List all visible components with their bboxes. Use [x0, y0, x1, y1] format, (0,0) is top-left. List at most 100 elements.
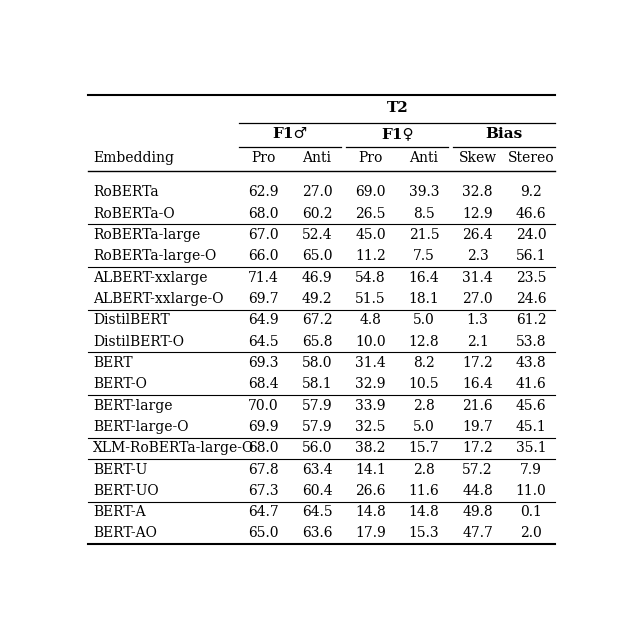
Text: 1.3: 1.3: [467, 313, 489, 327]
Text: 62.9: 62.9: [248, 185, 279, 200]
Text: 66.0: 66.0: [248, 249, 279, 263]
Text: 49.8: 49.8: [462, 505, 493, 519]
Text: BERT-large-O: BERT-large-O: [93, 420, 188, 434]
Text: 67.2: 67.2: [301, 313, 332, 327]
Text: Anti: Anti: [303, 151, 332, 165]
Text: 18.1: 18.1: [409, 292, 440, 306]
Text: 21.6: 21.6: [462, 399, 493, 413]
Text: 32.8: 32.8: [462, 185, 493, 200]
Text: 57.9: 57.9: [301, 420, 332, 434]
Text: 26.5: 26.5: [355, 207, 386, 221]
Text: 17.2: 17.2: [462, 356, 493, 370]
Text: 69.0: 69.0: [355, 185, 386, 200]
Text: 64.5: 64.5: [248, 335, 279, 348]
Text: 21.5: 21.5: [409, 228, 440, 242]
Text: 68.4: 68.4: [248, 377, 279, 391]
Text: 2.8: 2.8: [413, 399, 435, 413]
Text: BERT-large: BERT-large: [93, 399, 173, 413]
Text: 27.0: 27.0: [462, 292, 493, 306]
Text: 14.8: 14.8: [355, 505, 386, 519]
Text: 26.6: 26.6: [355, 484, 386, 498]
Text: 46.9: 46.9: [301, 270, 332, 285]
Text: 12.9: 12.9: [462, 207, 493, 221]
Text: 16.4: 16.4: [409, 270, 440, 285]
Text: RoBERTa-O: RoBERTa-O: [93, 207, 175, 221]
Text: 14.1: 14.1: [355, 462, 386, 477]
Text: 2.8: 2.8: [413, 462, 435, 477]
Text: BERT: BERT: [93, 356, 133, 370]
Text: 70.0: 70.0: [248, 399, 279, 413]
Text: 17.9: 17.9: [355, 527, 386, 540]
Text: 23.5: 23.5: [516, 270, 546, 285]
Text: 56.0: 56.0: [301, 441, 332, 455]
Text: 53.8: 53.8: [516, 335, 546, 348]
Text: RoBERTa: RoBERTa: [93, 185, 159, 200]
Text: Bias: Bias: [485, 127, 523, 141]
Text: 10.0: 10.0: [355, 335, 386, 348]
Text: 11.0: 11.0: [516, 484, 546, 498]
Text: 11.6: 11.6: [409, 484, 440, 498]
Text: 32.5: 32.5: [355, 420, 386, 434]
Text: 12.8: 12.8: [409, 335, 440, 348]
Text: 60.4: 60.4: [301, 484, 332, 498]
Text: 31.4: 31.4: [355, 356, 386, 370]
Text: 16.4: 16.4: [462, 377, 493, 391]
Text: 39.3: 39.3: [409, 185, 440, 200]
Text: T2: T2: [386, 100, 408, 115]
Text: 7.5: 7.5: [413, 249, 435, 263]
Text: 49.2: 49.2: [301, 292, 332, 306]
Text: 65.0: 65.0: [301, 249, 332, 263]
Text: 63.6: 63.6: [301, 527, 332, 540]
Text: 51.5: 51.5: [355, 292, 386, 306]
Text: 43.8: 43.8: [516, 356, 546, 370]
Text: RoBERTa-large-O: RoBERTa-large-O: [93, 249, 217, 263]
Text: 5.0: 5.0: [413, 420, 435, 434]
Text: 60.2: 60.2: [301, 207, 332, 221]
Text: Anti: Anti: [409, 151, 438, 165]
Text: 10.5: 10.5: [409, 377, 440, 391]
Text: 71.4: 71.4: [248, 270, 279, 285]
Text: 69.9: 69.9: [248, 420, 279, 434]
Text: 26.4: 26.4: [462, 228, 493, 242]
Text: 58.1: 58.1: [301, 377, 332, 391]
Text: 5.0: 5.0: [413, 313, 435, 327]
Text: ALBERT-xxlarge: ALBERT-xxlarge: [93, 270, 208, 285]
Text: 57.9: 57.9: [301, 399, 332, 413]
Text: 44.8: 44.8: [462, 484, 493, 498]
Text: 14.8: 14.8: [409, 505, 440, 519]
Text: BERT-A: BERT-A: [93, 505, 146, 519]
Text: 15.3: 15.3: [409, 527, 440, 540]
Text: Skew: Skew: [458, 151, 497, 165]
Text: 58.0: 58.0: [301, 356, 332, 370]
Text: 8.2: 8.2: [413, 356, 435, 370]
Text: 41.6: 41.6: [516, 377, 546, 391]
Text: 65.0: 65.0: [248, 527, 279, 540]
Text: 47.7: 47.7: [462, 527, 493, 540]
Text: 69.7: 69.7: [248, 292, 279, 306]
Text: F1♀: F1♀: [381, 127, 414, 141]
Text: BERT-AO: BERT-AO: [93, 527, 157, 540]
Text: 15.7: 15.7: [409, 441, 440, 455]
Text: 67.3: 67.3: [248, 484, 279, 498]
Text: 33.9: 33.9: [355, 399, 386, 413]
Text: 7.9: 7.9: [520, 462, 542, 477]
Text: 0.1: 0.1: [520, 505, 542, 519]
Text: 35.1: 35.1: [516, 441, 546, 455]
Text: 52.4: 52.4: [301, 228, 332, 242]
Text: DistilBERT-O: DistilBERT-O: [93, 335, 184, 348]
Text: 67.0: 67.0: [248, 228, 279, 242]
Text: 69.3: 69.3: [248, 356, 279, 370]
Text: 64.9: 64.9: [248, 313, 279, 327]
Text: 65.8: 65.8: [301, 335, 332, 348]
Text: 24.6: 24.6: [516, 292, 546, 306]
Text: 68.0: 68.0: [248, 207, 279, 221]
Text: 56.1: 56.1: [516, 249, 546, 263]
Text: Pro: Pro: [359, 151, 382, 165]
Text: 64.7: 64.7: [248, 505, 279, 519]
Text: 64.5: 64.5: [301, 505, 332, 519]
Text: 45.6: 45.6: [516, 399, 546, 413]
Text: 19.7: 19.7: [462, 420, 493, 434]
Text: 27.0: 27.0: [301, 185, 332, 200]
Text: 38.2: 38.2: [355, 441, 386, 455]
Text: 11.2: 11.2: [355, 249, 386, 263]
